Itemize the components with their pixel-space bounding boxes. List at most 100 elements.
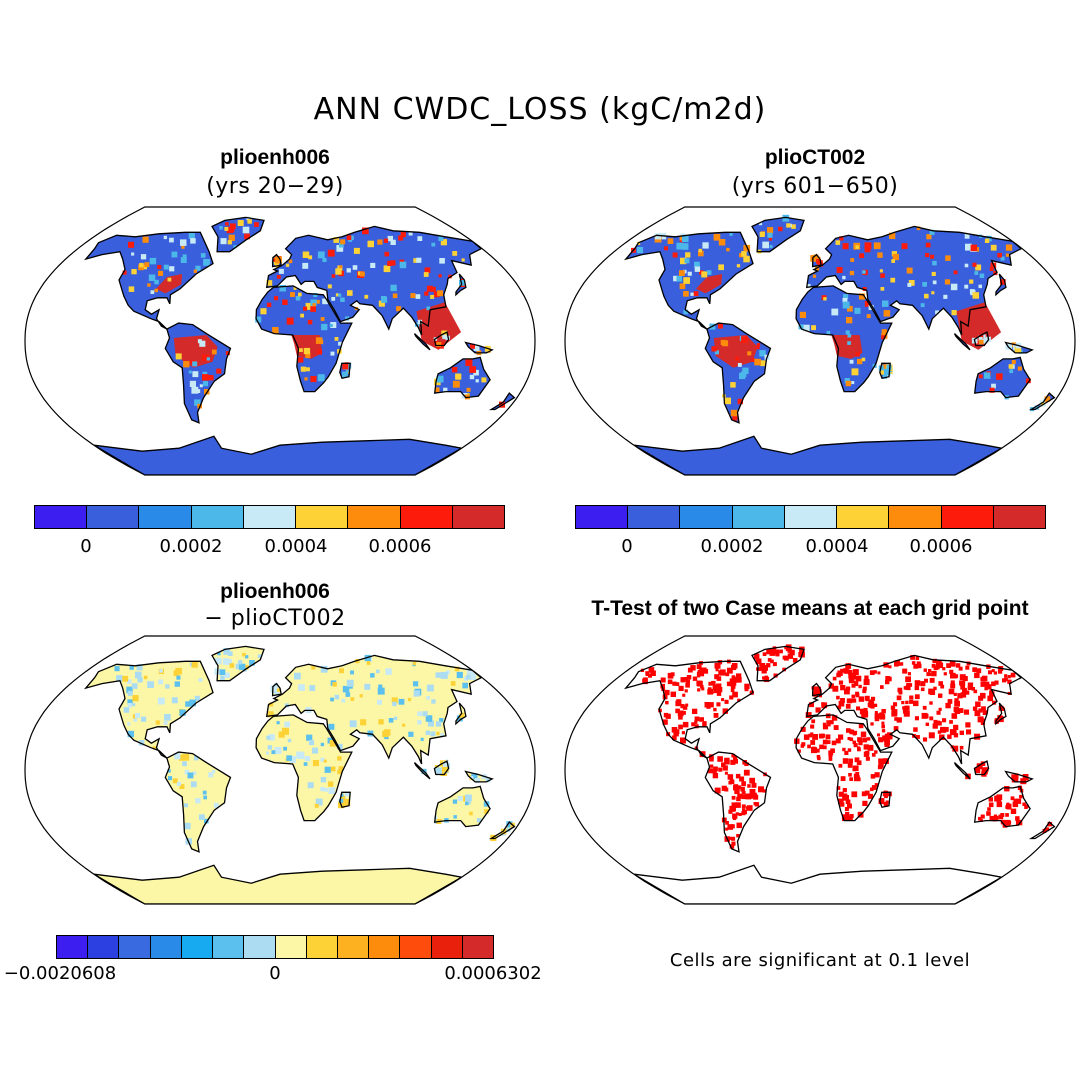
grid-cell [298,292,302,297]
grid-cell [452,380,460,388]
grid-cell [874,772,880,778]
coastline [339,791,351,808]
map-frame [24,635,536,905]
grid-cell [152,746,157,750]
coastline [255,285,353,393]
grid-cell [694,266,701,272]
panel-title-top-left: plioenh006 [220,146,330,169]
grid-cell [131,252,135,256]
grid-cell [137,677,143,683]
grid-cell [989,267,994,271]
grid-cell [415,294,421,299]
grid-cell [847,670,853,675]
grid-cell [220,675,225,681]
grid-cell [914,694,920,700]
grid-cell [172,778,178,784]
grid-cell [396,306,402,312]
grid-cell [461,258,465,262]
grid-cell [660,683,665,689]
grid-cell [308,739,315,746]
grid-cell [907,672,911,676]
grid-cell [442,761,449,767]
grid-cell [179,709,186,716]
grid-cell [997,253,1002,258]
grid-cell [901,701,905,705]
grid-cell [694,261,700,268]
grid-cell [883,368,891,376]
grid-cell [202,381,208,387]
grid-cell [434,339,438,344]
grid-cell [782,214,790,222]
grid-cell [854,682,858,687]
grid-cell [187,772,194,779]
coastline [1004,770,1034,783]
grid-cell [953,692,957,696]
colorbar-swatch [57,936,89,958]
tick-label: 0.0006302 [444,963,542,984]
grid-cell [164,714,171,721]
grid-cell [670,691,676,697]
grid-cell [692,708,698,714]
grid-cell [734,788,740,795]
grid-cell [865,756,870,761]
coastline [879,362,891,379]
grid-cell [920,681,926,687]
grid-cell [188,232,195,239]
grid-cell [955,663,961,668]
map-frame [564,206,1076,476]
grid-cell [465,794,472,802]
grid-cell [237,220,244,226]
grid-cell [174,681,180,687]
grid-cell [978,284,982,289]
grid-cell [144,262,150,268]
grid-cell [884,739,890,746]
grid-cell [815,707,821,713]
grid-cell [747,784,751,788]
grid-cell [274,690,280,696]
grid-cell [860,731,867,737]
panel-subtitle-top-right: (yrs 601−650) [731,174,899,199]
grid-cell [197,339,202,344]
colorbar-swatch [119,936,151,958]
grid-cell [288,259,293,264]
grid-cell [997,715,1002,720]
grid-cell [866,314,871,319]
grid-cell [140,254,147,260]
grid-cell [842,793,848,799]
grid-cell [731,836,736,841]
grid-cell [973,689,978,694]
colorbar-swatch [993,506,1045,528]
colorbar-ticks-top-left: 0 0.0002 0.0004 0.0006 [34,536,505,560]
grid-cell [887,791,892,797]
grid-cell [737,398,743,405]
grid-cell [847,333,852,338]
grid-cell [390,260,396,266]
grid-cell [779,649,783,654]
grid-cell [799,311,806,318]
grid-cell [413,662,417,666]
grid-cell [672,252,678,258]
grid-cell [896,695,902,701]
coastline [751,216,805,253]
grid-cell [188,370,192,374]
grid-cell [873,242,881,250]
grid-cell [284,721,290,728]
grid-cell [675,682,680,686]
grid-cell [300,366,306,372]
colorbar-swatch [576,506,629,528]
grid-cell [334,337,339,341]
grid-cell [848,773,852,777]
grid-cell [408,731,414,737]
grid-cell [675,708,680,714]
grid-cell [853,775,860,782]
grid-cell [928,672,932,676]
grid-cell [276,275,281,279]
colorbar-swatch [88,936,120,958]
grid-cell [393,716,398,720]
grid-cell [190,781,197,788]
grid-cell [1008,364,1014,369]
grid-cell [350,697,355,701]
grid-cell [362,227,369,235]
grid-cell [852,698,857,703]
grid-cell [134,713,140,719]
